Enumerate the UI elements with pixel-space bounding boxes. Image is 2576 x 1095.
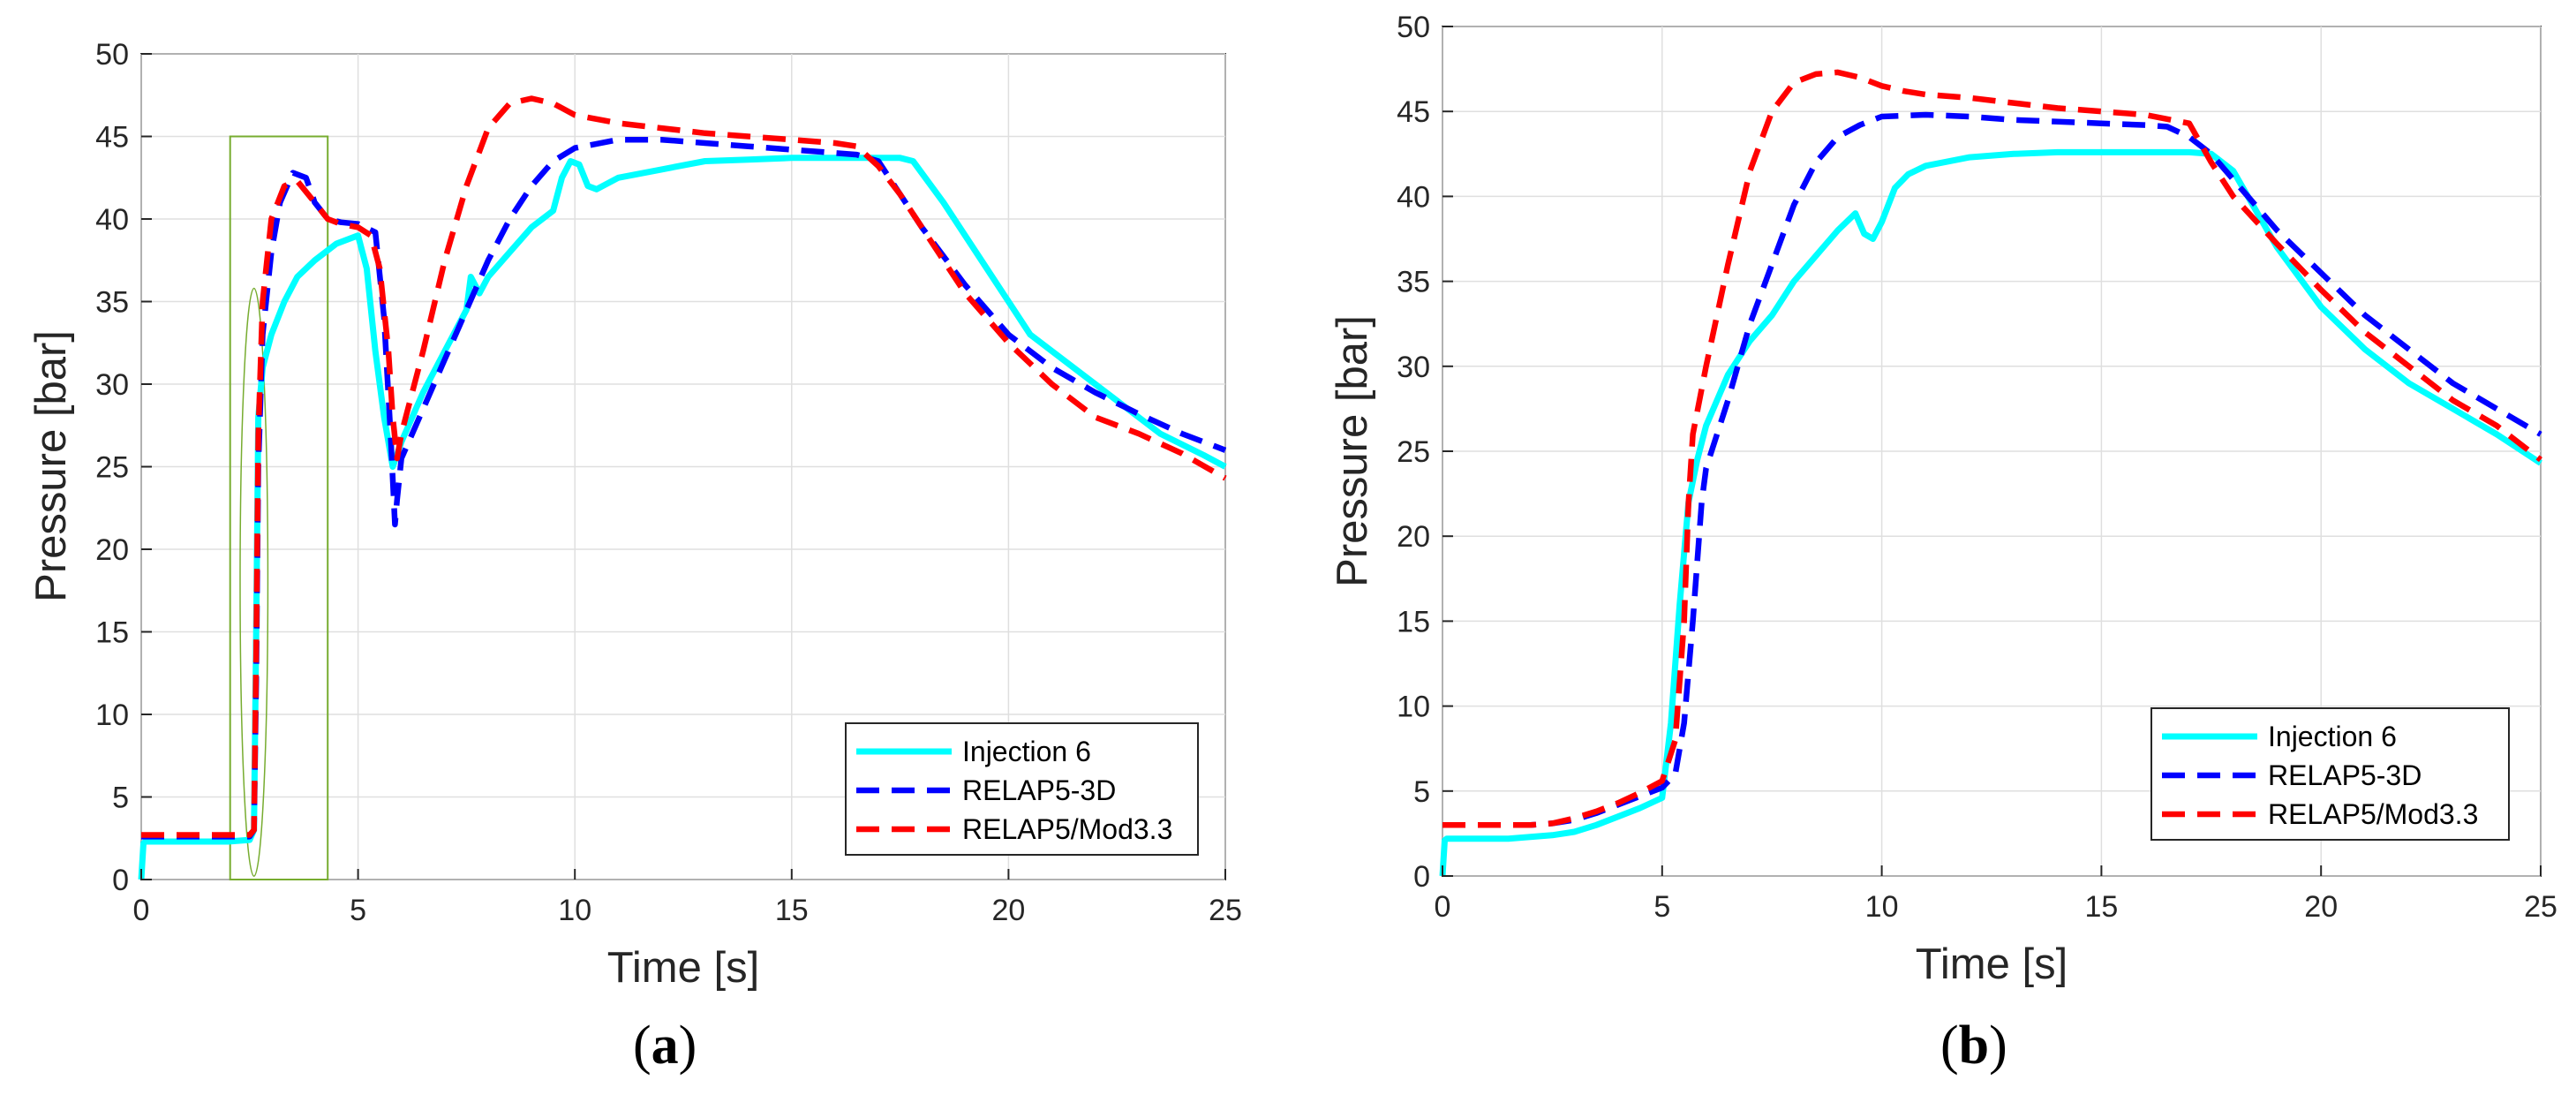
chart-a-ytick-label: 10: [95, 699, 129, 732]
chart-b-xtick-label: 25: [2524, 890, 2557, 924]
chart-a-xtick-label: 0: [133, 894, 150, 927]
chart-b-ytick-label: 0: [1413, 860, 1430, 894]
chart-b-ytick-label: 30: [1397, 351, 1430, 384]
chart-a-legend-label: Injection 6: [962, 736, 1091, 767]
chart-a-annotations: [229, 135, 329, 880]
chart-a-ytick-label: 30: [95, 368, 129, 402]
chart-b-xtick-label: 10: [1865, 890, 1899, 924]
chart-b-legend-label: Injection 6: [2268, 721, 2397, 752]
chart-a-panel-letter: a: [652, 1016, 679, 1076]
chart-a-ticks: 0 5 10 15 20 25 0 5 10 15 20 25 30 35 40 45 50: [95, 38, 1242, 927]
chart-a-ytick-label: 0: [112, 864, 129, 897]
chart-a-panel-label: (a): [633, 1016, 697, 1076]
chart-a-series-injection-6: [138, 155, 1227, 880]
chart-a-xlabel: Time [s]: [607, 944, 759, 992]
chart-a-ytick-label: 20: [95, 533, 129, 567]
chart-b-ytick-label: 10: [1397, 691, 1430, 724]
chart-a-ylabel: Pressure [bar]: [27, 330, 75, 602]
chart-a-xtick-label: 25: [1209, 894, 1242, 927]
chart-b-legend: Injection 6 RELAP5-3D RELAP5/Mod3.3: [2150, 707, 2510, 841]
chart-a-annotation-ellipse: [239, 287, 269, 878]
chart-b-legend-label: RELAP5/Mod3.3: [2268, 798, 2478, 830]
chart-b-xtick-label: 5: [1653, 890, 1670, 924]
chart-a-xtick-label: 10: [558, 894, 591, 927]
chart-b-xtick-label: 0: [1435, 890, 1451, 924]
chart-b-panel-letter: b: [1959, 1016, 1989, 1076]
chart-a-xtick-label: 20: [991, 894, 1025, 927]
chart-b-ytick-label: 50: [1397, 11, 1430, 44]
chart-a-grid: [140, 53, 1226, 880]
chart-b-ytick-label: 15: [1397, 605, 1430, 638]
chart-a-ytick-label: 50: [95, 38, 129, 72]
chart-a-legend-label: RELAP5-3D: [962, 774, 1116, 806]
chart-a-series: [138, 95, 1227, 880]
chart-b-ytick-label: 35: [1397, 266, 1430, 299]
chart-b-xtick-label: 20: [2304, 890, 2338, 924]
chart-a-legend: Injection 6 RELAP5-3D RELAP5/Mod3.3: [845, 722, 1199, 856]
chart-b-ytick-label: 45: [1397, 95, 1430, 129]
chart-a-annotation-box: [229, 135, 329, 880]
chart-a-ytick-label: 35: [95, 286, 129, 320]
chart-b-legend-box: [2150, 707, 2510, 841]
chart-b-ytick-label: 40: [1397, 180, 1430, 214]
chart-b-ytick-label: 5: [1413, 775, 1430, 809]
chart-a-series-relap5-mod3-3: [141, 95, 1227, 838]
chart-b-panel-label: (b): [1940, 1016, 2007, 1076]
chart-a-ytick-label: 40: [95, 203, 129, 237]
chart-b-xtick-label: 15: [2084, 890, 2118, 924]
chart-a-ytick-label: 45: [95, 121, 129, 155]
chart-a-legend-label: RELAP5/Mod3.3: [962, 813, 1172, 845]
chart-b-legend-label: RELAP5-3D: [2268, 759, 2422, 791]
chart-b-ytick-label: 25: [1397, 435, 1430, 469]
chart-b-ylabel: Pressure [bar]: [1329, 315, 1376, 587]
chart-a-xtick-label: 5: [350, 894, 366, 927]
chart-b-ticks: 0 5 10 15 20 25 0 5 10 15 20 25 30 35 40 45 50: [1397, 11, 2557, 924]
chart-b-series: [1439, 69, 2542, 877]
chart-a-ytick-label: 5: [112, 782, 129, 815]
chart-b-xlabel: Time [s]: [1916, 940, 2068, 988]
chart-a-ytick-label: 15: [95, 616, 129, 650]
chart-b-ytick-label: 20: [1397, 520, 1430, 554]
chart-a-xtick-label: 15: [775, 894, 809, 927]
chart-b-series-relap5-mod3-3: [1442, 69, 2542, 828]
chart-a-ytick-label: 25: [95, 451, 129, 485]
